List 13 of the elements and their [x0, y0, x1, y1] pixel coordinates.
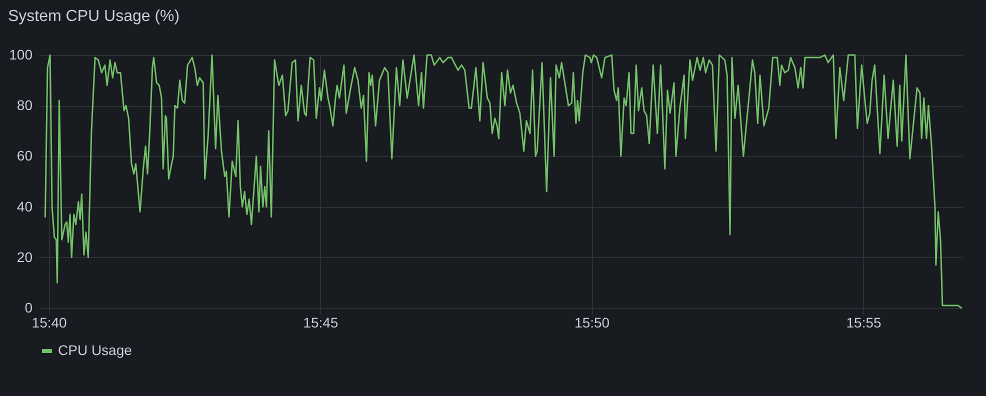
y-tick-label: 0 [24, 300, 33, 316]
y-tick-label: 40 [16, 198, 33, 214]
chart-title: System CPU Usage (%) [8, 8, 180, 25]
x-tick-label: 15:50 [574, 314, 610, 330]
y-tick-label: 80 [16, 97, 33, 114]
x-tick-label: 15:55 [846, 314, 882, 330]
y-tick-label: 60 [16, 148, 33, 164]
x-tick-label: 15:40 [32, 314, 68, 330]
x-tick-label: 15:45 [303, 314, 338, 330]
y-tick-label: 100 [9, 46, 33, 62]
legend-label: CPU Usage [58, 342, 132, 358]
y-tick-label: 20 [16, 248, 33, 265]
line-series [44, 54, 962, 309]
